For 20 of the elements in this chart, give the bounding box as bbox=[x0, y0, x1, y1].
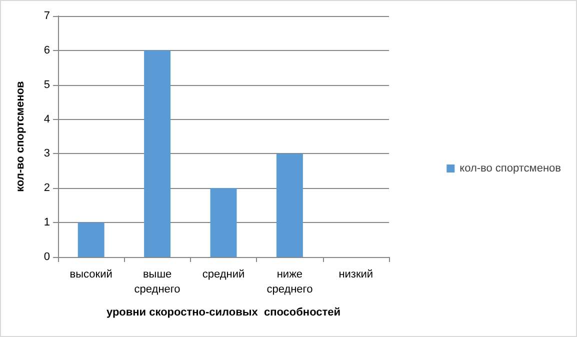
x-tick-label: ниже среднего bbox=[266, 268, 313, 296]
y-tick-label: 2 bbox=[44, 182, 50, 194]
legend-label: кол-во спортсменов bbox=[460, 162, 562, 174]
y-tick-label: 4 bbox=[44, 113, 50, 126]
bar bbox=[276, 154, 303, 257]
x-tick-label: высокий bbox=[70, 268, 112, 280]
x-tick-label: низкий bbox=[338, 268, 374, 280]
bar bbox=[210, 188, 237, 257]
x-axis-title: уровни скоростно-силовых способностей bbox=[106, 306, 341, 318]
y-axis-title: кол-во спортсменов bbox=[14, 80, 26, 192]
bar bbox=[144, 50, 171, 257]
y-tick-label: 7 bbox=[44, 10, 50, 22]
x-tick-label: выше среднего bbox=[134, 268, 180, 296]
y-tick-label: 5 bbox=[44, 78, 50, 91]
y-tick-label: 3 bbox=[44, 148, 50, 160]
bar bbox=[78, 222, 104, 257]
y-tick-label: 1 bbox=[44, 216, 50, 229]
y-tick-label: 6 bbox=[44, 44, 50, 56]
x-tick-label: средний bbox=[202, 268, 245, 280]
y-tick-label: 0 bbox=[44, 251, 50, 263]
